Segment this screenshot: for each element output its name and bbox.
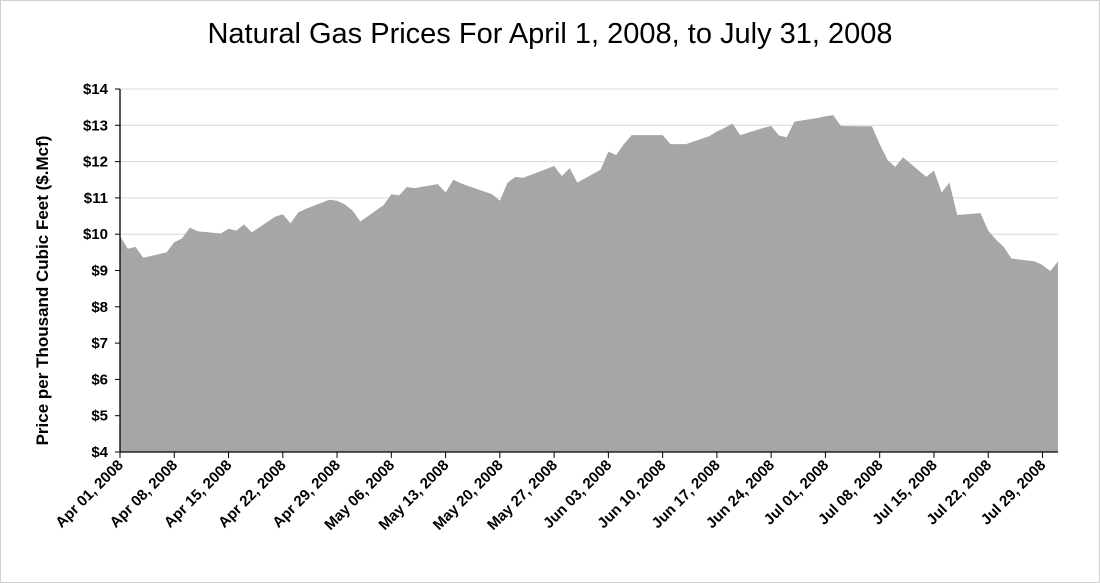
y-tick-label: $10 <box>83 226 108 243</box>
y-tick-label: $9 <box>91 263 108 280</box>
y-tick-label: $8 <box>91 299 108 316</box>
y-tick-label: $13 <box>83 117 108 134</box>
y-tick-label: $4 <box>91 444 108 461</box>
y-tick-label: $5 <box>91 408 108 425</box>
y-tick-label: $11 <box>84 190 108 207</box>
y-tick-label: $7 <box>91 335 108 352</box>
y-axis-title: Price per Thousand Cubic Feet ($.Mcf) <box>33 136 52 446</box>
y-tick-label: $6 <box>91 371 108 388</box>
price-area <box>120 115 1058 452</box>
chart-title: Natural Gas Prices For April 1, 2008, to… <box>207 18 893 50</box>
y-tick-label: $12 <box>83 154 108 171</box>
y-tick-label: $14 <box>83 81 109 98</box>
